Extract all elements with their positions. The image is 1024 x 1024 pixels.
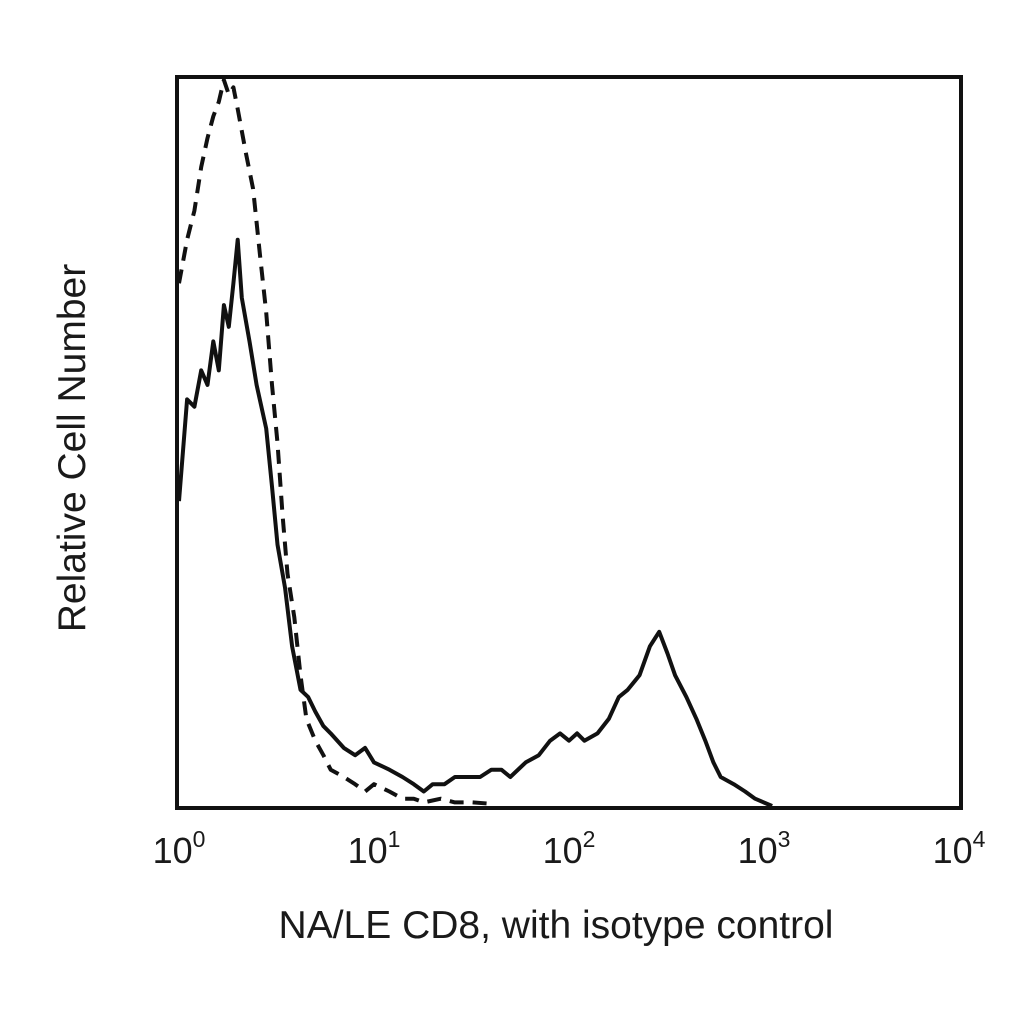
x-tick-label: 102 [543, 826, 596, 871]
x-tick-label: 103 [738, 826, 791, 871]
plot-frame [177, 77, 961, 808]
x-tick-label: 100 [153, 826, 206, 871]
x-tick-base: 10 [543, 830, 583, 871]
x-tick-exponent: 3 [778, 826, 791, 852]
x-tick-labels: 100 101 102 103 104 [153, 826, 986, 871]
isotype-control-series-line [179, 80, 491, 804]
x-tick-base: 10 [153, 830, 193, 871]
y-axis-title: Relative Cell Number [51, 264, 94, 632]
x-tick-label: 101 [348, 826, 401, 871]
x-tick-exponent: 0 [193, 826, 206, 852]
x-tick-exponent: 2 [583, 826, 596, 852]
x-tick-exponent: 4 [973, 826, 986, 852]
series-layer [179, 80, 772, 806]
x-tick-base: 10 [348, 830, 388, 871]
x-axis-title: NA/LE CD8, with isotype control [279, 904, 834, 947]
x-tick-base: 10 [738, 830, 778, 871]
x-tick-exponent: 1 [388, 826, 401, 852]
x-tick-base: 10 [933, 830, 973, 871]
x-tick-label: 104 [933, 826, 986, 871]
